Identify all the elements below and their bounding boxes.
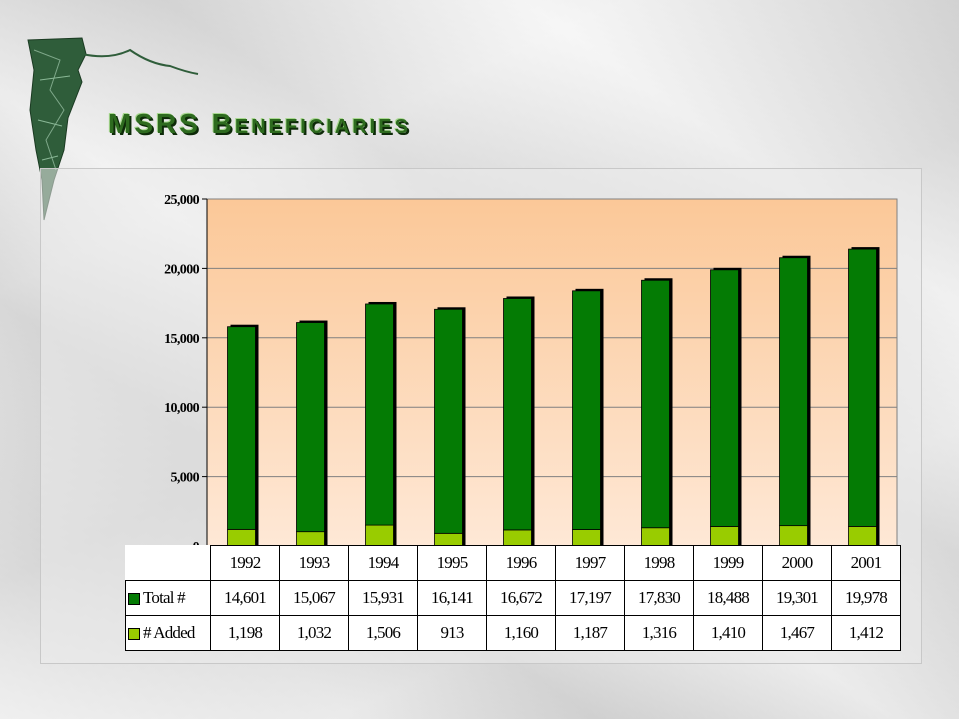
bar-total-1998: [641, 279, 670, 529]
table-cell-added: 1,198: [210, 615, 280, 651]
table-cell-added: 913: [417, 615, 487, 651]
page-title: MSRS Beneficiaries: [108, 108, 411, 139]
x-tick-label: 1999: [693, 545, 763, 581]
table-cell-added: 1,032: [279, 615, 349, 651]
bar-total-1994: [365, 303, 394, 526]
bar-added-2001: [848, 526, 877, 547]
x-tick-label: 1998: [624, 545, 694, 581]
x-tick-label: 1994: [348, 545, 418, 581]
legend-total-label: Total #: [143, 588, 186, 607]
table-cell-added: 1,467: [762, 615, 832, 651]
y-tick-label: 5,000: [170, 471, 199, 486]
table-cell-added: 1,410: [693, 615, 763, 651]
legend-added-swatch: [128, 628, 140, 641]
table-row: # Added 1,198 1,032 1,506 913 1,160 1,187 1,31…: [125, 615, 901, 651]
bar-total-1995: [434, 308, 463, 534]
table-header-row: 1992 1993 1994 1995 1996 1997 1998 1999 2000 2001: [126, 545, 901, 581]
bar-added-1993: [296, 531, 325, 547]
bar-total-2000: [779, 257, 808, 527]
table-cell-added: 1,316: [624, 615, 694, 651]
x-tick-label: 1997: [555, 545, 625, 581]
data-table: 1992 1993 1994 1995 1996 1997 1998 1999 2000 2001…: [125, 545, 901, 651]
table-cell-total: 16,141: [417, 580, 487, 616]
bar-total-1999: [710, 269, 739, 527]
table-cell-total: 19,978: [831, 580, 901, 616]
bar-added-1994: [365, 524, 394, 547]
bar-added-1999: [710, 526, 739, 547]
bar-total-1997: [572, 290, 601, 530]
table-cell-total: 19,301: [762, 580, 832, 616]
table-cell-total: 17,830: [624, 580, 694, 616]
legend-total: Total #: [125, 580, 211, 616]
y-tick-label: 15,000: [164, 332, 200, 347]
y-tick-label: 20,000: [164, 262, 200, 277]
x-tick-label: 1992: [210, 545, 280, 581]
table-cell-total: 15,931: [348, 580, 418, 616]
x-tick-label: 2001: [831, 545, 901, 581]
bar-total-1992: [227, 326, 256, 530]
legend-added: # Added: [125, 615, 211, 651]
table-cell-total: 17,197: [555, 580, 625, 616]
table-cell-total: 18,488: [693, 580, 763, 616]
legend-added-label: # Added: [143, 623, 195, 642]
table-corner: [126, 546, 211, 581]
bar-added-2000: [779, 525, 808, 547]
bar-added-1992: [227, 528, 256, 547]
y-tick-label: 25,000: [164, 193, 200, 208]
x-tick-label: 2000: [762, 545, 832, 581]
bar-total-1993: [296, 322, 325, 533]
bar-added-1997: [572, 529, 601, 547]
x-tick-label: 1996: [486, 545, 556, 581]
bar-added-1998: [641, 527, 670, 547]
table-cell-added: 1,160: [486, 615, 556, 651]
table-cell-total: 16,672: [486, 580, 556, 616]
legend-total-swatch: [128, 593, 140, 606]
x-tick-label: 1993: [279, 545, 349, 581]
table-cell-added: 1,412: [831, 615, 901, 651]
table-cell-total: 14,601: [210, 580, 280, 616]
table-cell-added: 1,506: [348, 615, 418, 651]
x-tick-label: 1995: [417, 545, 487, 581]
y-tick-label: 10,000: [164, 401, 200, 416]
table-cell-added: 1,187: [555, 615, 625, 651]
bar-added-1996: [503, 529, 532, 547]
bar-total-1996: [503, 298, 532, 531]
table-cell-total: 15,067: [279, 580, 349, 616]
bar-total-2001: [848, 248, 877, 527]
table-row: Total # 14,601 15,067 15,931 16,141 16,672 17…: [125, 580, 901, 616]
